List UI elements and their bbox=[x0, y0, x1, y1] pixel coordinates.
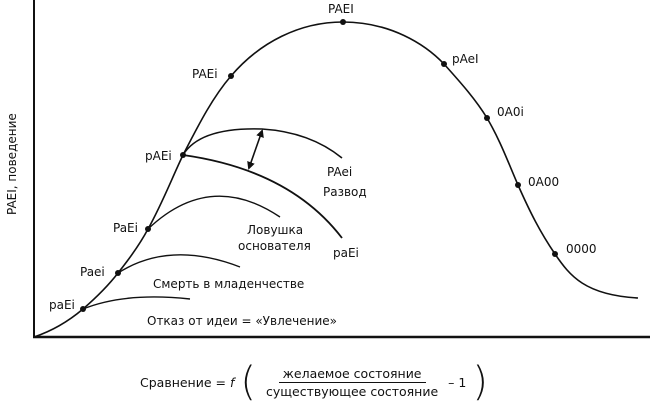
stage-label: PAEi bbox=[192, 67, 218, 81]
right-paren: ) bbox=[472, 359, 488, 405]
stage-label: pAeI bbox=[452, 52, 479, 66]
branch-divorce-upper bbox=[182, 128, 343, 159]
founder-trap-label: основателя bbox=[238, 239, 311, 253]
divorce-lower-label: paEi bbox=[333, 246, 359, 260]
stage-label: pAEi bbox=[145, 149, 172, 163]
stage-label: PAEI bbox=[328, 2, 354, 16]
formula-function: f bbox=[230, 374, 235, 390]
stage-label: 0A0i bbox=[497, 105, 524, 119]
branch-idea-rejection bbox=[82, 296, 191, 310]
formula-lhs: Сравнение = bbox=[140, 374, 226, 390]
branch-divorce-lower bbox=[182, 154, 343, 239]
divorce-label: Развод bbox=[323, 185, 367, 199]
idea-rejection-label: Отказ от идеи = «Увлечение» bbox=[147, 314, 337, 328]
stage-label: paEi bbox=[49, 298, 75, 312]
stage-label: 0000 bbox=[566, 242, 597, 256]
stage-dots bbox=[80, 19, 558, 312]
left-paren: ( bbox=[240, 359, 257, 405]
divorce-gap-arrow bbox=[247, 129, 264, 170]
formula-fraction: желаемое состояние существующее состояни… bbox=[262, 366, 442, 399]
divorce-upper-label: PAei bbox=[327, 165, 352, 179]
formula-minus-one: – 1 bbox=[448, 374, 467, 390]
formula-numerator: желаемое состояние bbox=[278, 366, 426, 383]
stage-label: Paei bbox=[80, 265, 105, 279]
branch-infant-death bbox=[117, 254, 241, 274]
stage-label: PaEi bbox=[113, 221, 138, 235]
stage-label: 0A00 bbox=[528, 175, 559, 189]
branch-founder-trap bbox=[147, 195, 281, 230]
comparison-formula: Сравнение = f ( желаемое состояние сущес… bbox=[140, 362, 494, 402]
infant-death-label: Смерть в младенчестве bbox=[153, 277, 304, 291]
founder-trap-label: Ловушка bbox=[247, 223, 303, 237]
y-axis-label: PAEI, поведение bbox=[5, 113, 19, 215]
formula-denominator: существующее состояние bbox=[266, 383, 439, 399]
